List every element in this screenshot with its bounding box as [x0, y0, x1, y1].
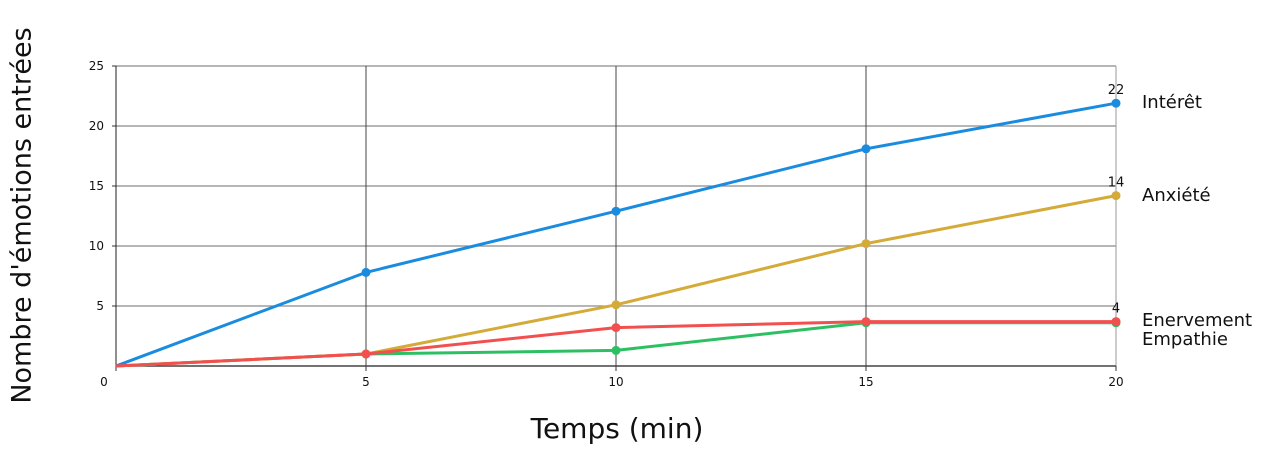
y-axis-label: Nombre d'émotions entrées: [6, 27, 38, 404]
series-name-label: Empathie: [1142, 329, 1228, 350]
x-tick-label: 0: [100, 375, 108, 389]
series-name-label: Anxiété: [1142, 185, 1211, 206]
y-tick-label: 25: [89, 59, 104, 73]
y-tick-label: 20: [89, 119, 104, 133]
data-point: [861, 239, 871, 249]
end-value-label: 14: [1108, 176, 1125, 191]
x-tick-label: 10: [608, 375, 623, 389]
series-name-label: Intérêt: [1142, 92, 1202, 113]
data-point: [861, 317, 871, 327]
data-point: [361, 267, 371, 277]
data-point: [611, 206, 621, 216]
data-point: [1111, 191, 1121, 201]
data-point: [1111, 317, 1121, 327]
series-name-label: Enervement: [1142, 310, 1252, 331]
y-tick-label: 5: [96, 299, 104, 313]
end-value-label: 4: [1112, 302, 1120, 317]
y-tick-label: 10: [89, 239, 104, 253]
data-point: [611, 345, 621, 355]
data-point: [1111, 98, 1121, 108]
x-tick-label: 5: [362, 375, 370, 389]
x-tick-label: 15: [858, 375, 873, 389]
x-tick-label: 20: [1108, 375, 1123, 389]
y-tick-label: 15: [89, 179, 104, 193]
x-axis-label: Temps (min): [530, 412, 704, 445]
end-value-label: 22: [1108, 83, 1125, 98]
data-point: [611, 323, 621, 333]
data-point: [611, 300, 621, 310]
data-point: [861, 144, 871, 154]
data-point: [361, 349, 371, 359]
